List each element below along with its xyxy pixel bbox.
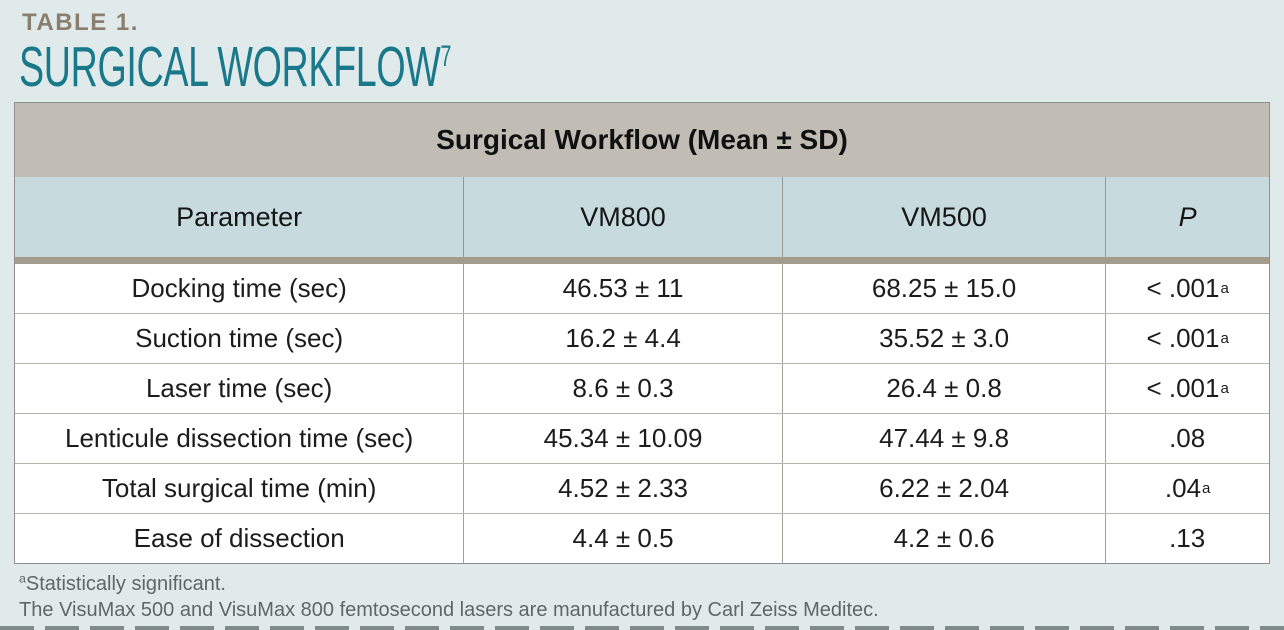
p-value-text: .08 <box>1169 423 1206 453</box>
table-row-ease-of-dissection: Ease of dissection 4.4 ± 0.5 4.2 ± 0.6 .… <box>15 513 1269 563</box>
cell-parameter: Total surgical time (min) <box>101 473 377 503</box>
cell-vm800: 4.52 ± 2.33 <box>463 464 782 513</box>
page-title: SURGICAL WORKFLOW7 <box>19 39 451 96</box>
column-header-parameter: Parameter <box>176 201 303 232</box>
cell-p-value: .13 <box>1105 514 1269 563</box>
cell-p-value: < .001 a <box>1105 264 1269 313</box>
table-title: Surgical Workflow (Mean ± SD) <box>15 103 1269 177</box>
p-value-text: < .001 <box>1146 273 1220 303</box>
table-row-laser-time: Laser time (sec) 8.6 ± 0.3 26.4 ± 0.8 < … <box>15 363 1269 413</box>
cell-p-value: < .001 a <box>1105 314 1269 363</box>
cell-vm500: 68.25 ± 15.0 <box>781 264 1106 313</box>
page-title-superscript: 7 <box>440 40 452 73</box>
cell-parameter: Laser time (sec) <box>145 373 333 403</box>
cell-vm500: 35.52 ± 3.0 <box>781 314 1106 363</box>
p-value-text: .04 <box>1164 473 1202 503</box>
cell-vm500: 26.4 ± 0.8 <box>781 364 1106 413</box>
column-header-p: P <box>1105 177 1269 257</box>
column-header-vm800: VM800 <box>463 177 782 257</box>
column-header-vm500: VM500 <box>781 177 1106 257</box>
p-value-text: .13 <box>1169 523 1206 553</box>
cell-parameter: Docking time (sec) <box>131 273 347 303</box>
p-value-text: < .001 <box>1146 373 1220 403</box>
table-row-suction-time: Suction time (sec) 16.2 ± 4.4 35.52 ± 3.… <box>15 313 1269 363</box>
cell-vm800: 46.53 ± 11 <box>463 264 782 313</box>
cell-p-value: < .001 a <box>1105 364 1269 413</box>
bottom-dashed-rule <box>0 626 1284 630</box>
table-row-total-surgical-time: Total surgical time (min) 4.52 ± 2.33 6.… <box>15 463 1269 513</box>
table-row-docking-time: Docking time (sec) 46.53 ± 11 68.25 ± 15… <box>15 264 1269 313</box>
header-divider <box>15 257 1269 264</box>
p-value-text: < .001 <box>1146 323 1220 353</box>
cell-parameter: Ease of dissection <box>133 523 345 553</box>
cell-vm500: 47.44 ± 9.8 <box>781 414 1106 463</box>
footnote-superscript: a <box>19 571 26 586</box>
footnote-manufacturer: The VisuMax 500 and VisuMax 800 femtosec… <box>19 598 879 621</box>
cell-p-value: .04 a <box>1105 464 1269 513</box>
cell-vm500: 4.2 ± 0.6 <box>781 514 1106 563</box>
cell-vm500: 6.22 ± 2.04 <box>781 464 1106 513</box>
page-title-text: SURGICAL WORKFLOW <box>19 35 441 99</box>
table-column-header-row: Parameter VM800 VM500 P <box>15 177 1269 257</box>
cell-vm800: 16.2 ± 4.4 <box>463 314 782 363</box>
cell-vm800: 45.34 ± 10.09 <box>463 414 782 463</box>
cell-p-value: .08 <box>1105 414 1269 463</box>
footnotes: aStatistically significant. The VisuMax … <box>19 572 879 623</box>
table-row-lenticule-dissection-time: Lenticule dissection time (sec) 45.34 ± … <box>15 413 1269 463</box>
cell-vm800: 8.6 ± 0.3 <box>463 364 782 413</box>
cell-vm800: 4.4 ± 0.5 <box>463 514 782 563</box>
footnote-significance: aStatistically significant. <box>19 572 879 598</box>
cell-parameter: Suction time (sec) <box>135 323 344 353</box>
table-eyebrow: TABLE 1. <box>22 9 139 36</box>
cell-parameter: Lenticule dissection time (sec) <box>65 423 414 453</box>
surgical-workflow-table: Surgical Workflow (Mean ± SD) Parameter … <box>14 102 1270 564</box>
footnote-significance-text: Statistically significant. <box>25 573 226 595</box>
